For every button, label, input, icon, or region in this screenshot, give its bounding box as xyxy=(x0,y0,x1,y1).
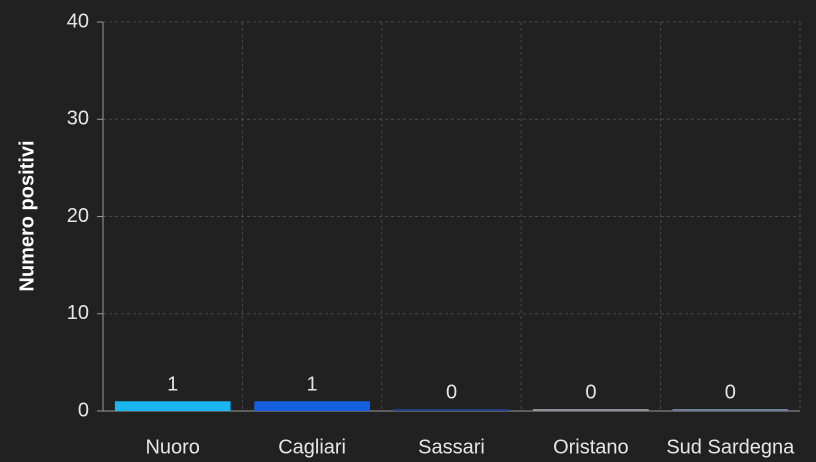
x-tick-label: Oristano xyxy=(553,436,629,458)
x-tick-label: Sud Sardegna xyxy=(666,436,795,458)
value-label: 1 xyxy=(307,374,318,396)
y-tick-label: 0 xyxy=(78,399,89,421)
bar xyxy=(393,409,510,411)
bar xyxy=(254,401,370,411)
x-tick-label: Nuoro xyxy=(145,436,199,458)
y-tick-label: 40 xyxy=(67,10,89,32)
value-label: 0 xyxy=(725,381,736,403)
x-tick-label: Cagliari xyxy=(278,436,346,458)
y-tick-label: 20 xyxy=(67,205,89,227)
y-tick-label: 30 xyxy=(67,108,89,130)
bar xyxy=(533,409,649,411)
value-label: 1 xyxy=(167,374,178,396)
x-tick-label: Sassari xyxy=(418,436,485,458)
bar xyxy=(114,401,231,411)
y-tick-label: 10 xyxy=(67,302,89,324)
y-axis-label: Numero positivi xyxy=(16,140,38,291)
value-label: 0 xyxy=(585,381,596,403)
bar xyxy=(672,409,789,411)
value-label: 0 xyxy=(446,381,457,403)
